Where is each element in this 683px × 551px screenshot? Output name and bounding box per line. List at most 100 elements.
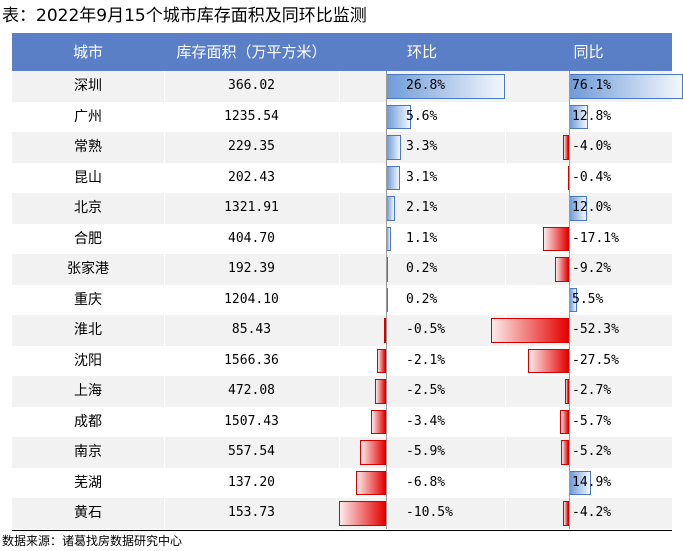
page-title: 表：2022年9月15个城市库存面积及同环比监测 — [2, 6, 367, 26]
cell-inventory: 137.20 — [228, 474, 275, 490]
yoy-bar — [527, 348, 569, 373]
yoy-bar — [543, 226, 569, 251]
table-row: 上海 472.08 — [12, 376, 672, 407]
mom-bar — [355, 470, 386, 495]
cell-city: 淮北 — [74, 322, 102, 338]
table-header: 城市 库存面积（万平方米） 环比 同比 — [12, 33, 672, 71]
yoy-label: 12.0% — [572, 200, 612, 215]
yoy-bar — [563, 135, 569, 160]
mom-bar — [386, 74, 506, 99]
cell-city: 芜湖 — [74, 474, 102, 491]
column-separator — [339, 71, 340, 529]
yoy-label: -5.2% — [572, 444, 612, 459]
table-row: 常熟 229.35 — [12, 132, 672, 163]
mom-label: 3.1% — [406, 169, 438, 185]
cell-inventory: 192.39 — [228, 261, 275, 276]
cell-city: 成都 — [74, 413, 102, 430]
mom-bar — [386, 196, 396, 221]
yoy-bar — [490, 318, 569, 343]
mom-label: -10.5% — [406, 505, 453, 520]
cell-city: 深圳 — [74, 78, 102, 94]
yoy-label: 12.8% — [572, 108, 612, 124]
mom-label: -5.9% — [406, 444, 446, 459]
yoy-label: -52.3% — [572, 322, 619, 337]
table-row: 深圳 366.02 — [12, 71, 672, 102]
cell-city: 沈阳 — [74, 352, 102, 369]
cell-inventory: 85.43 — [231, 322, 272, 337]
cell-inventory: 1507.43 — [224, 413, 279, 429]
yoy-bar — [564, 379, 569, 404]
yoy-label: -4.2% — [572, 505, 612, 520]
cell-inventory: 1321.91 — [224, 200, 279, 215]
column-separator — [505, 71, 506, 529]
mom-bar — [386, 104, 411, 129]
cell-inventory: 366.02 — [228, 78, 275, 93]
mom-bar — [386, 135, 401, 160]
mom-label: -2.5% — [406, 383, 446, 398]
header-yoy: 同比 — [573, 43, 604, 61]
cell-city: 黄石 — [74, 505, 102, 521]
yoy-bar — [560, 409, 569, 434]
mom-label: 3.3% — [406, 139, 438, 154]
zero-axis-line — [569, 71, 570, 529]
cell-city: 合肥 — [74, 230, 102, 247]
table-row: 芜湖 137.20 — [12, 467, 672, 498]
mom-bar — [339, 501, 386, 526]
cell-city: 重庆 — [74, 291, 102, 308]
mom-label: -6.8% — [406, 474, 446, 490]
cell-inventory: 1235.54 — [224, 108, 279, 124]
cell-city: 常熟 — [74, 139, 102, 155]
table-bottom-border — [12, 530, 672, 531]
yoy-bar — [555, 257, 569, 282]
yoy-bar — [561, 440, 569, 465]
mom-label: 2.1% — [406, 200, 438, 215]
mom-label: 0.2% — [406, 261, 438, 276]
mom-label: 0.2% — [406, 291, 438, 307]
cell-inventory: 557.54 — [228, 444, 275, 459]
cell-city: 上海 — [74, 383, 102, 399]
cell-inventory: 404.70 — [228, 230, 275, 246]
cell-city: 南京 — [74, 444, 102, 460]
header-inventory: 库存面积（万平方米） — [176, 43, 327, 61]
mom-label: 1.1% — [406, 230, 438, 246]
yoy-label: -4.0% — [572, 139, 612, 154]
cell-inventory: 472.08 — [228, 383, 275, 398]
yoy-label: -27.5% — [572, 352, 619, 368]
table-row: 昆山 202.43 — [12, 162, 672, 193]
cell-inventory: 153.73 — [228, 505, 275, 520]
yoy-bar — [569, 74, 683, 99]
cell-city: 北京 — [74, 200, 102, 216]
cell-inventory: 229.35 — [228, 139, 275, 154]
cell-inventory: 1566.36 — [224, 352, 279, 368]
header-city: 城市 — [72, 43, 103, 61]
mom-bar — [376, 348, 386, 373]
mom-label: 26.8% — [406, 78, 446, 93]
table-row: 北京 1321.91 — [12, 193, 672, 224]
yoy-label: -17.1% — [572, 230, 619, 246]
mom-bar — [370, 409, 386, 434]
mom-label: -3.4% — [406, 413, 446, 429]
zero-axis-line — [386, 71, 387, 529]
table-row: 重庆 1204.10 — [12, 284, 672, 315]
yoy-label: 76.1% — [572, 78, 612, 93]
cell-city: 昆山 — [74, 169, 102, 186]
yoy-label: -2.7% — [572, 383, 612, 398]
yoy-bar — [562, 501, 569, 526]
cell-city: 张家港 — [67, 261, 109, 277]
mom-bar — [359, 440, 386, 465]
mom-label: -2.1% — [406, 352, 446, 368]
mom-label: -0.5% — [406, 322, 446, 337]
mom-bar — [383, 318, 386, 343]
source-note: 数据来源：诸葛找房数据研究中心 — [2, 534, 183, 548]
column-separator — [164, 71, 165, 529]
cell-inventory: 202.43 — [228, 169, 275, 185]
cell-inventory: 1204.10 — [224, 291, 279, 307]
cell-city: 广州 — [74, 108, 102, 125]
yoy-label: 14.9% — [572, 474, 612, 490]
mom-bar — [386, 165, 400, 190]
yoy-label: 5.5% — [572, 291, 604, 307]
yoy-label: -9.2% — [572, 261, 612, 276]
mom-bar — [374, 379, 386, 404]
yoy-label: -5.7% — [572, 413, 612, 429]
table-row: 广州 1235.54 — [12, 101, 672, 132]
